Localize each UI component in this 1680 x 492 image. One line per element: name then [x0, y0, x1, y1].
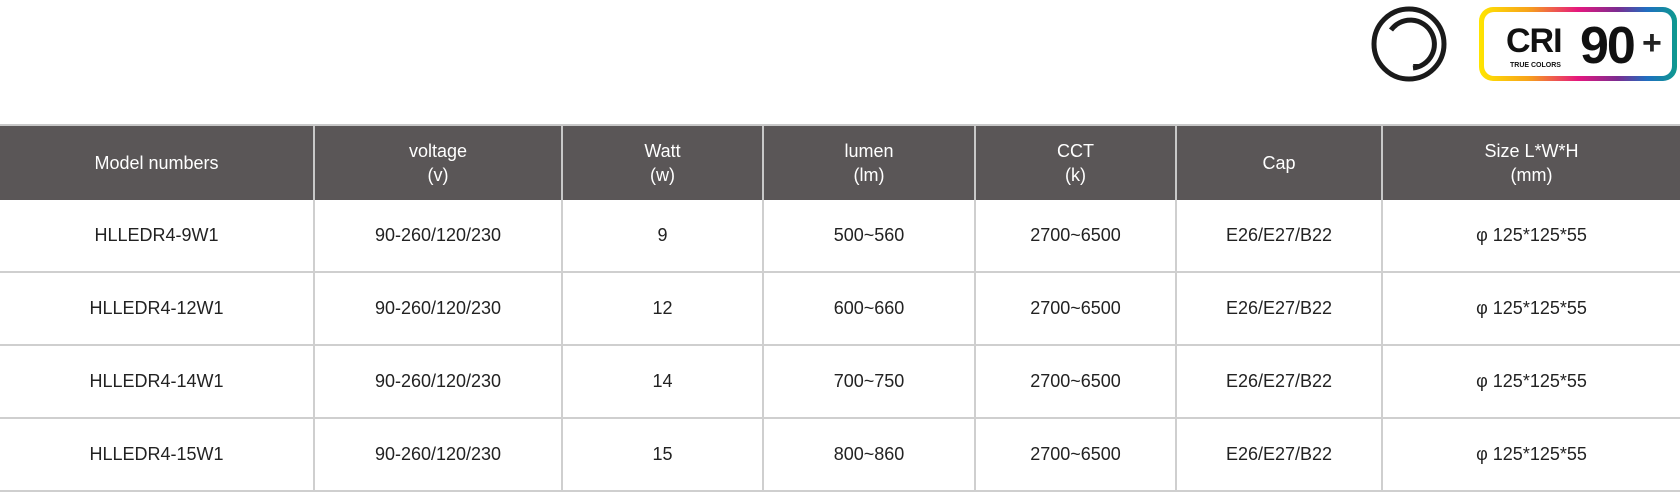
- cri-subtitle: TRUE COLORS: [1510, 62, 1561, 69]
- column-header-text: (w): [650, 165, 675, 185]
- column-header-text: lumen: [844, 141, 894, 161]
- column-header-text: (lm): [853, 165, 885, 185]
- column-header-text: (mm): [1510, 165, 1553, 185]
- table-cell: E26/E27/B22: [1175, 418, 1383, 492]
- table-row: HLLEDR4-9W1 90-260/120/230 9 500~560 2700~65…: [0, 200, 1680, 273]
- column-header-text: (k): [1065, 165, 1086, 185]
- column-header: lumen (lm): [762, 124, 976, 200]
- table-cell: 90-260/120/230: [313, 345, 563, 419]
- table-cell: 700~750: [762, 345, 976, 419]
- table-cell: E26/E27/B22: [1175, 272, 1383, 346]
- column-header-text: (v): [427, 165, 449, 185]
- table-row: HLLEDR4-14W1 90-260/120/230 14 700~750 2700~…: [0, 345, 1680, 419]
- table-cell: 12: [561, 272, 764, 346]
- table-row: HLLEDR4-15W1 90-260/120/230 15 800~860 2700~…: [0, 418, 1680, 492]
- column-header: CCT (k): [974, 124, 1177, 200]
- column-header-text: Size L*W*H: [1484, 141, 1579, 161]
- column-header-text: Model numbers: [94, 153, 219, 173]
- table-cell: HLLEDR4-12W1: [0, 272, 315, 346]
- table-cell: HLLEDR4-15W1: [0, 418, 315, 492]
- table-cell: 15: [561, 418, 764, 492]
- cri-badge: CRI TRUE COLORS 90 +: [1479, 7, 1677, 81]
- table-cell: 2700~6500: [974, 345, 1177, 419]
- table-cell: 90-260/120/230: [313, 200, 563, 273]
- table-cell: 90-260/120/230: [313, 272, 563, 346]
- column-header-text: voltage: [408, 141, 468, 161]
- column-header: Cap: [1175, 124, 1383, 200]
- table-cell: E26/E27/B22: [1175, 345, 1383, 419]
- table-cell: 2700~6500: [974, 418, 1177, 492]
- column-header-text: Cap: [1262, 153, 1296, 173]
- column-header: Model numbers: [0, 124, 315, 200]
- cri-plus: +: [1642, 24, 1662, 62]
- spec-table: Model numbers voltage (v) Watt (w) lumen (lm) C…: [0, 124, 1680, 492]
- column-header: Watt (w): [561, 124, 764, 200]
- table-cell: φ 125*125*55: [1381, 345, 1680, 419]
- cri-label: CRI: [1506, 22, 1563, 60]
- table-cell: φ 125*125*55: [1381, 418, 1680, 492]
- badges: CRI TRUE COLORS 90 +: [1369, 4, 1677, 84]
- column-header: Size L*W*H (mm): [1381, 124, 1680, 200]
- table-cell: 2700~6500: [974, 200, 1177, 273]
- table-cell: φ 125*125*55: [1381, 272, 1680, 346]
- table-cell: 14: [561, 345, 764, 419]
- table-cell: 90-260/120/230: [313, 418, 563, 492]
- column-header-text: Watt: [644, 141, 681, 161]
- table-cell: 800~860: [762, 418, 976, 492]
- table-cell: HLLEDR4-9W1: [0, 200, 315, 273]
- table-cell: 500~560: [762, 200, 976, 273]
- table-cell: 9: [561, 200, 764, 273]
- table-cell: E26/E27/B22: [1175, 200, 1383, 273]
- dimmable-circle-icon: [1371, 6, 1447, 82]
- column-header: voltage (v): [313, 124, 563, 200]
- table-cell: 600~660: [762, 272, 976, 346]
- table-cell: φ 125*125*55: [1381, 200, 1680, 273]
- header-row: Model numbers voltage (v) Watt (w) lumen (lm) C…: [0, 124, 1680, 200]
- cri-value: 90: [1580, 17, 1636, 75]
- table-cell: HLLEDR4-14W1: [0, 345, 315, 419]
- table-cell: 2700~6500: [974, 272, 1177, 346]
- table-row: HLLEDR4-12W1 90-260/120/230 12 600~660 2700~…: [0, 272, 1680, 346]
- column-header-text: CCT: [1057, 141, 1094, 161]
